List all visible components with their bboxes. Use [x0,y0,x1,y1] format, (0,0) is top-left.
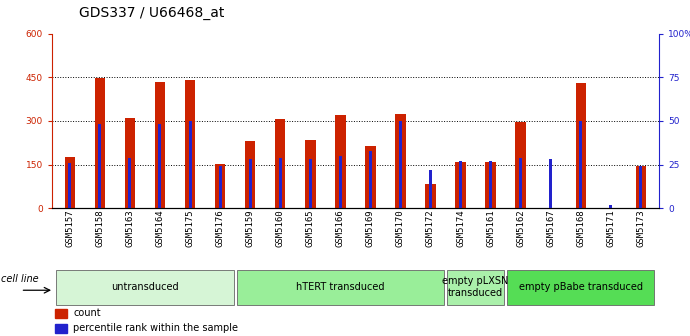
Bar [515,122,526,208]
Bar [99,124,101,208]
Bar [369,151,372,208]
Bar [335,115,346,208]
Text: GSM5171: GSM5171 [607,210,615,247]
Bar [128,158,131,208]
Bar [55,309,67,318]
Bar [155,82,165,208]
Bar [279,158,282,208]
Text: GSM5159: GSM5159 [246,210,255,247]
Text: empty pBabe transduced: empty pBabe transduced [519,282,643,292]
FancyBboxPatch shape [237,270,444,305]
Text: GSM5172: GSM5172 [426,210,435,247]
Text: GSM5167: GSM5167 [546,210,555,247]
Text: GSM5163: GSM5163 [126,210,135,247]
Bar [248,159,252,208]
Bar [395,114,406,208]
Text: count: count [73,308,101,318]
Bar [489,161,492,208]
Text: GSM5161: GSM5161 [486,210,495,247]
Bar [219,166,221,208]
Bar [519,158,522,208]
Bar [275,119,286,208]
Bar [125,118,135,208]
Bar [68,163,71,208]
Bar [635,166,646,208]
Bar [609,205,612,208]
Text: GSM5162: GSM5162 [516,210,525,247]
Bar [65,157,75,208]
Bar [455,162,466,208]
Bar [399,121,402,208]
Bar [575,83,586,208]
Bar [95,78,105,208]
Text: GSM5176: GSM5176 [215,210,224,247]
Bar [580,121,582,208]
Bar [549,159,552,208]
Bar [305,140,315,208]
FancyBboxPatch shape [57,270,234,305]
Bar [55,324,67,333]
Bar [429,170,432,208]
Text: GSM5166: GSM5166 [336,210,345,247]
Text: hTERT transduced: hTERT transduced [296,282,384,292]
Text: GDS337 / U66468_at: GDS337 / U66468_at [79,6,225,20]
Text: GSM5170: GSM5170 [396,210,405,247]
Bar [245,141,255,208]
Text: cell line: cell line [1,274,39,284]
Text: percentile rank within the sample: percentile rank within the sample [73,324,238,333]
Bar [365,146,375,208]
Bar [185,80,195,208]
Bar [640,166,642,208]
Text: GSM5160: GSM5160 [276,210,285,247]
Text: GSM5165: GSM5165 [306,210,315,247]
Bar [308,159,312,208]
Bar [159,124,161,208]
Text: GSM5174: GSM5174 [456,210,465,247]
Text: untransduced: untransduced [111,282,179,292]
Text: empty pLXSN
transduced: empty pLXSN transduced [442,277,509,298]
Bar [188,121,192,208]
Text: GSM5164: GSM5164 [155,210,164,247]
Bar [215,164,226,208]
Bar [425,183,436,208]
Bar [459,161,462,208]
Text: GSM5158: GSM5158 [95,210,104,247]
Text: GSM5169: GSM5169 [366,210,375,247]
Bar [485,162,496,208]
Text: GSM5157: GSM5157 [66,210,75,247]
Text: GSM5168: GSM5168 [576,210,585,247]
FancyBboxPatch shape [447,270,504,305]
Bar [339,156,342,208]
Text: GSM5173: GSM5173 [636,210,645,247]
FancyBboxPatch shape [507,270,654,305]
Text: GSM5175: GSM5175 [186,210,195,247]
